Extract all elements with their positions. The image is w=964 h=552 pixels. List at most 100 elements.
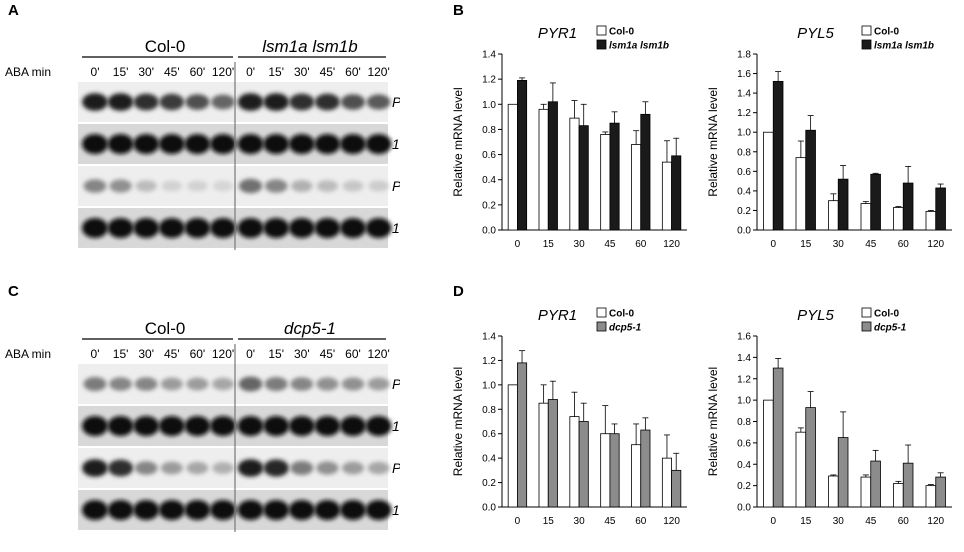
chart-b2-y-tick-label: 1.6 — [737, 69, 751, 80]
blot-a-band — [82, 134, 108, 154]
blot-a-band — [184, 218, 211, 238]
chart-d2-x-tick-label: 0 — [770, 516, 776, 527]
chart-b2-y-tick-label: 0.4 — [737, 186, 751, 197]
chart-d2-bar — [925, 485, 937, 508]
blot-c-band-label: PYL5 — [392, 460, 400, 476]
blot-c-timepoint-label: 45' — [164, 347, 180, 361]
chart-b2-bar — [935, 187, 946, 231]
blot-c-band — [184, 416, 211, 436]
chart-b1-legend-label: Col-0 — [609, 27, 634, 38]
chart-b2-y-tick-label: 0.6 — [737, 167, 751, 178]
blot-a-band — [211, 94, 235, 110]
blot-a-group-label: lsm1a lsm1b — [262, 37, 357, 56]
chart-d2-x-tick-label: 30 — [833, 516, 845, 527]
blot-c-band — [160, 377, 183, 391]
bar-chart-d-pyr1: PYR1 Relative mRNA level 0.0 0.2 0.4 0.6 0.8 1.… — [451, 307, 687, 527]
blot-a-band — [212, 180, 234, 192]
chart-b2-bar — [795, 157, 807, 231]
blot-a-band — [133, 134, 160, 154]
chart-d1-legend-swatch — [596, 321, 607, 332]
blot-c-band — [158, 500, 185, 520]
chart-b1-x-tick-label: 30 — [574, 239, 586, 250]
chart-b2-title: PYL5 — [797, 25, 834, 42]
blot-a-band — [82, 93, 108, 111]
chart-b2-x-tick-label: 120 — [927, 239, 944, 250]
chart-d2-legend-swatch — [861, 307, 872, 318]
blot-c-band — [108, 459, 134, 477]
blot-c-timepoint-label: 0' — [246, 347, 255, 361]
blot-a-band — [158, 134, 185, 154]
blot-a-band — [158, 218, 185, 238]
chart-d1-bar — [517, 362, 528, 508]
blot-c-band — [367, 377, 390, 391]
blot-c-band — [109, 377, 132, 391]
chart-d2-bar — [860, 476, 872, 508]
blot-a-band — [107, 93, 134, 111]
chart-b1-bar — [538, 108, 549, 231]
chart-d1-bar — [547, 399, 558, 508]
blot-a-band — [340, 94, 366, 110]
blot-a-band — [289, 93, 315, 111]
chart-d1-y-axis-label: Relative mRNA level — [451, 367, 465, 476]
blot-a-timepoint-label: 60' — [345, 65, 361, 79]
blot-a-band — [288, 134, 315, 154]
chart-d2-x-tick-label: 60 — [898, 516, 910, 527]
chart-d1-bar — [671, 469, 682, 508]
chart-d2-y-axis-label: Relative mRNA level — [706, 367, 720, 476]
blot-a-band — [340, 134, 366, 154]
blot-a-band — [288, 218, 315, 238]
chart-d1-title: PYR1 — [538, 307, 577, 324]
blot-c-band — [82, 459, 108, 477]
blot-c-band — [341, 377, 365, 391]
blot-c-timepoint-label: 60' — [190, 347, 206, 361]
chart-b1-legend-swatch — [596, 39, 607, 50]
blot-a-band — [314, 218, 341, 238]
chart-d2-x-tick-label: 15 — [800, 516, 812, 527]
blot-a-band — [135, 180, 157, 192]
blot-c-band — [340, 416, 366, 436]
blot-a-band — [366, 94, 391, 110]
chart-b2-bar — [763, 131, 774, 231]
chart-d1-bar — [661, 457, 672, 508]
blot-c-timepoint-label: 15' — [268, 347, 284, 361]
blot-c-band — [107, 416, 134, 436]
chart-d2-y-tick-label: 0.8 — [737, 417, 751, 428]
chart-b1-bar — [600, 134, 611, 231]
blot-a-band — [185, 94, 210, 110]
chart-d2-title: PYL5 — [797, 307, 834, 324]
blot-c-band — [186, 461, 209, 475]
chart-b2-bar — [893, 207, 904, 231]
chart-d2-legend-label: dcp5-1 — [874, 323, 907, 334]
blot-c-band — [314, 416, 341, 436]
blot-a-band — [161, 180, 183, 192]
chart-b1-x-tick-label: 0 — [515, 239, 521, 250]
blot-c-timepoint-label: 30' — [138, 347, 154, 361]
chart-b2-legend-label: lsm1a lsm1b — [874, 41, 934, 52]
blot-a-timepoint-label: 60' — [190, 65, 206, 79]
chart-b1-bar — [631, 144, 642, 231]
chart-d1-y-tick-label: 0.4 — [482, 454, 496, 465]
chart-d1-x-tick-label: 0 — [515, 516, 521, 527]
northern-blot-c: Col-0 dcp5-1 ABA min 0' 15' 30' 45' 60' 120' 0' 15… — [5, 319, 400, 532]
blot-c-band — [367, 461, 390, 475]
chart-d1-y-tick-label: 1.2 — [482, 356, 496, 367]
chart-d2-y-tick-label: 1.4 — [737, 353, 751, 364]
blot-c-band — [184, 500, 211, 520]
chart-b2-legend-swatch — [861, 25, 872, 36]
blot-a-band — [314, 93, 340, 111]
blot-c-band — [237, 416, 264, 436]
blot-c-band — [340, 500, 366, 520]
chart-b1-legend-label: lsm1a lsm1b — [609, 41, 669, 52]
bar-chart-b-pyr1: PYR1 Relative mRNA level 0.0 0.2 0.4 0.6 0.8 1.… — [451, 25, 687, 250]
blot-a-band — [82, 218, 108, 238]
chart-d1-legend-swatch — [596, 307, 607, 318]
blot-c-band — [160, 461, 183, 475]
blot-a-timepoint-label: 45' — [164, 65, 180, 79]
chart-b1-bar — [517, 80, 528, 231]
chart-b1-y-axis-label: Relative mRNA level — [451, 87, 465, 196]
blot-c-band — [212, 462, 234, 474]
blot-c-band — [210, 416, 236, 436]
chart-d1-x-tick-label: 120 — [663, 516, 680, 527]
blot-a-band-label: 18S — [392, 136, 400, 152]
chart-b2-bar — [837, 178, 849, 231]
